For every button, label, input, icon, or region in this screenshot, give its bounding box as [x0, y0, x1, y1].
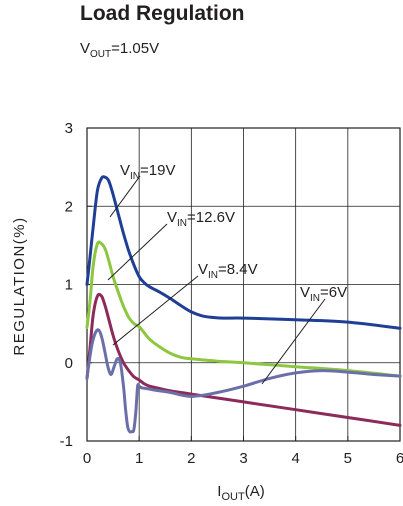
x-tick-label: 4 — [291, 450, 299, 467]
x-axis-label: IOUT(A) — [217, 483, 264, 503]
series-lines — [85, 175, 402, 434]
y-tick-label: 0 — [65, 355, 73, 372]
leader-line-19V — [109, 175, 141, 218]
leader-line-12.6V — [107, 223, 168, 281]
x-tick-label: 3 — [239, 450, 247, 467]
series-labels: VIN=19V VIN=12.6V VIN=8.4V VIN=6V — [120, 162, 347, 304]
chart-title: Load Regulation — [80, 2, 245, 25]
y-axis-label: REGULATION(%) — [11, 216, 28, 355]
y-tick-labels: -1 0 1 2 3 — [60, 120, 73, 450]
series-line-8.4V — [85, 292, 402, 427]
y-tick-label: 2 — [65, 198, 73, 215]
x-tick-label: 1 — [135, 450, 143, 467]
chart-subtitle: VOUT=1.05V — [80, 40, 160, 60]
series-leader-lines — [107, 175, 326, 385]
y-tick-label: 1 — [65, 277, 73, 294]
x-tick-label: 6 — [396, 450, 403, 467]
leader-line-8.4V — [112, 275, 199, 346]
y-tick-label: 3 — [65, 120, 73, 137]
x-tick-label: 5 — [344, 450, 352, 467]
series-line-6V — [85, 328, 402, 434]
x-tick-label: 0 — [83, 450, 91, 467]
series-line-12.6V — [85, 240, 402, 378]
x-tick-label: 2 — [187, 450, 195, 467]
y-tick-label: -1 — [60, 433, 73, 450]
series-label-12.6V: VIN=12.6V — [167, 209, 235, 229]
leader-line-6V — [261, 298, 326, 385]
series-label-19V: VIN=19V — [120, 162, 175, 182]
series-line-19V — [85, 175, 402, 330]
x-tick-labels: 0 1 2 3 4 5 6 — [83, 450, 403, 467]
series-label-6V: VIN=6V — [300, 284, 347, 304]
series-label-8.4V: VIN=8.4V — [198, 261, 258, 281]
grid-lines — [87, 128, 400, 441]
